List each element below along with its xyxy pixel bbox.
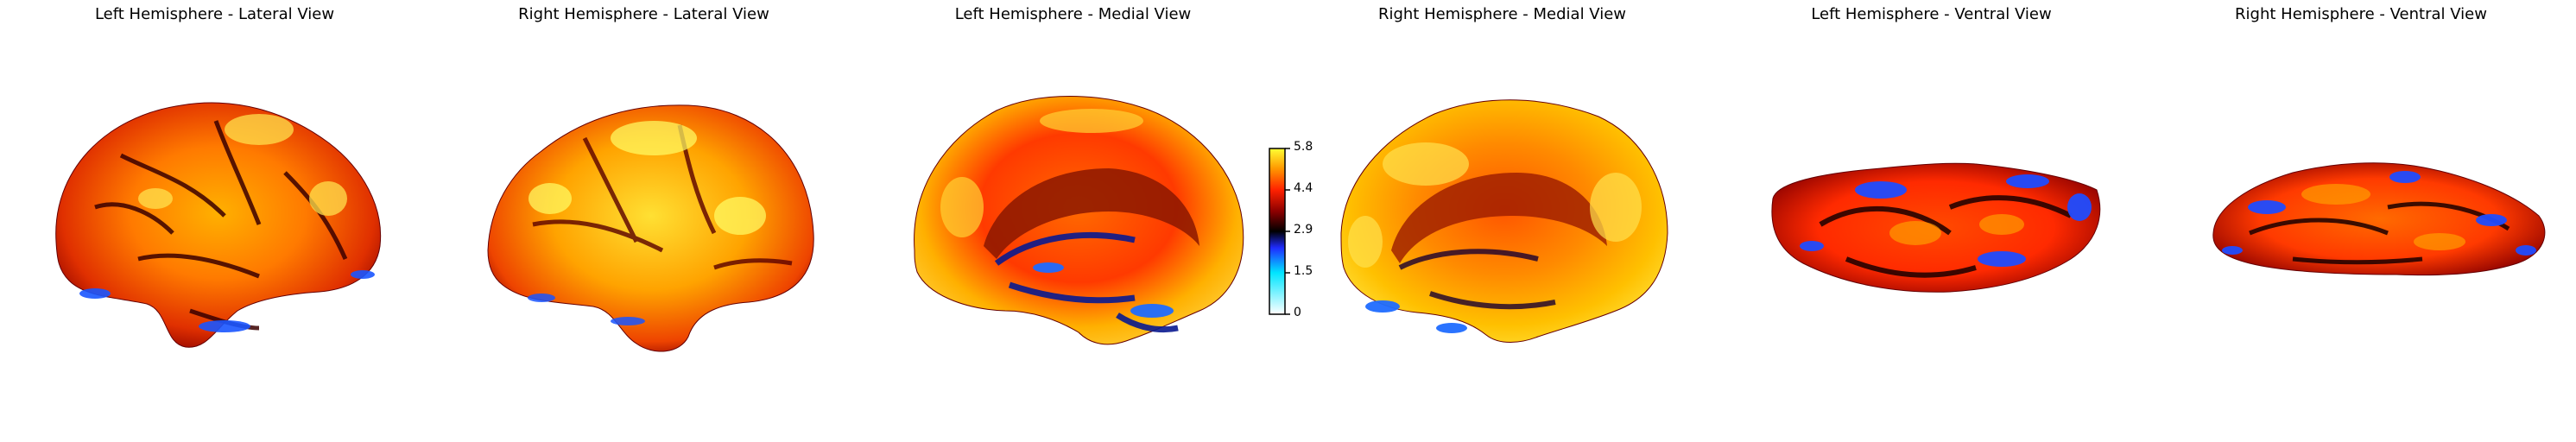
brain-right-ventral-image bbox=[2212, 162, 2546, 276]
panel-right-ventral: Right Hemisphere - Ventral View bbox=[2146, 0, 2576, 442]
colorbar-tick-label: 1.5 bbox=[1294, 264, 1313, 278]
panel-left-medial: Left Hemisphere - Medial View bbox=[858, 0, 1288, 442]
panel-title: Left Hemisphere - Medial View bbox=[954, 5, 1192, 23]
panel-title: Right Hemisphere - Lateral View bbox=[518, 5, 769, 23]
colorbar-tick-label: 5.8 bbox=[1294, 140, 1313, 154]
panel-title: Right Hemisphere - Ventral View bbox=[2235, 5, 2487, 23]
panel-title: Left Hemisphere - Lateral View bbox=[94, 5, 335, 23]
panel-title: Right Hemisphere - Medial View bbox=[1377, 5, 1627, 23]
brain-left-lateral-image bbox=[55, 102, 382, 348]
panel-left-ventral: Left Hemisphere - Ventral View bbox=[1717, 0, 2146, 442]
colorbar: 5.8 4.4 2.9 1.5 0 bbox=[1263, 140, 1332, 319]
colorbar-gradient bbox=[1269, 148, 1290, 315]
panel-right-lateral: Right Hemisphere - Lateral View bbox=[429, 0, 858, 442]
panel-left-lateral: Left Hemisphere - Lateral View bbox=[0, 0, 429, 442]
brain-left-ventral-image bbox=[1771, 162, 2101, 293]
colorbar-tick-label: 2.9 bbox=[1294, 223, 1313, 237]
brain-right-lateral-image bbox=[487, 104, 814, 352]
brain-right-medial-image bbox=[1340, 99, 1668, 343]
panel-title: Left Hemisphere - Ventral View bbox=[1811, 5, 2052, 23]
colorbar-tick-label: 0 bbox=[1294, 306, 1301, 319]
colorbar-tick-label: 4.4 bbox=[1294, 181, 1313, 195]
panel-right-medial: Right Hemisphere - Medial View bbox=[1288, 0, 1717, 442]
brain-left-medial-image bbox=[914, 96, 1244, 345]
